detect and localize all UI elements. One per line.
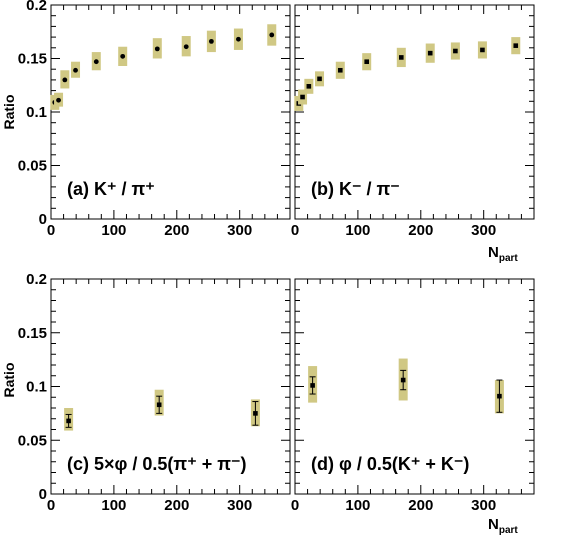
data-point [183,44,189,50]
data-point [120,53,126,59]
y-tick-label: 0.2 [26,0,47,14]
x-axis-label-top: Npart [488,244,518,264]
y-tick-label: 0.05 [18,432,47,449]
data-point [66,418,71,424]
data-point [154,46,160,52]
data-point [93,59,99,65]
data-point [306,84,312,89]
data-point [480,47,485,53]
panel-label: (a) K⁺ / π⁺ [67,179,155,199]
data-point [513,43,519,48]
x-tick-label: 300 [471,222,496,239]
panel-label: (c) 5×φ / 0.5(π⁺ + π⁻) [67,454,247,474]
data-point [427,50,433,56]
x-tick-label: 100 [345,222,370,239]
data-point [453,48,458,54]
x-axis-label-main: N [488,244,499,261]
x-axis-label-bottom: Npart [488,516,518,536]
x-tick-label: 200 [164,222,189,239]
data-point [56,97,61,103]
x-tick-label: 0 [291,222,299,239]
data-point [400,377,406,383]
x-axis-label-sub: part [499,525,519,536]
y-tick-label: 0.15 [18,51,47,68]
data-point [269,32,275,38]
x-tick-label: 0 [291,497,299,514]
data-point [337,67,343,73]
panel-a-kplus-piplus: 0 100 200 300 0 0.05 0.1 0.15 0.2 (a) K⁺ / π⁺ [18,0,291,239]
panel-label: (b) K⁻ / π⁻ [311,179,400,199]
y-tick-label: 0.05 [18,158,47,175]
data-point [364,59,369,65]
x-tick-label: 300 [471,497,496,514]
y-tick-label: 0 [39,486,47,503]
panel-c-phi-pi: 0 100 200 300 0 0.05 0.1 0.15 0.2 (c) 5×φ / 0.5(π… [18,271,291,514]
data-point [62,77,68,83]
y-tick-label: 0.1 [26,104,47,121]
x-tick-label: 300 [227,497,252,514]
data-point [73,67,78,73]
data-point [253,411,258,416]
data-point [156,402,162,408]
y-tick-label: 0.1 [26,379,47,396]
y-tick-label: 0.2 [26,271,47,288]
panel-b-kminus-piminus: 0 100 200 300 (b) K⁻ / π⁻ [291,4,535,239]
data-point [317,76,322,82]
x-tick-label: 100 [101,222,126,239]
data-point [208,38,214,44]
y-axis-label-top: Ratio [1,95,17,130]
x-tick-label: 200 [164,497,189,514]
data-point [300,94,305,100]
y-tick-label: 0.15 [18,325,47,342]
data-point [497,393,502,399]
data-point [236,36,241,42]
y-tick-label: 0 [39,211,47,228]
x-tick-label: 100 [345,497,370,514]
x-tick-label: 200 [408,222,433,239]
panel-label: (d) φ / 0.5(K⁺ + K⁻) [311,454,469,474]
x-axis-label-sub: part [499,253,519,264]
x-tick-label: 300 [227,222,252,239]
x-tick-label: 100 [101,497,126,514]
y-axis-label-bottom: Ratio [1,363,17,398]
x-tick-label: 200 [408,497,433,514]
panel-d-phi-k: 0 100 200 300 (d) φ / 0.5(K⁺ + K⁻) [291,278,535,514]
x-tick-label: 0 [47,497,55,514]
x-axis-label-main: N [488,516,499,533]
data-point [398,55,404,60]
x-tick-label: 0 [47,222,55,239]
data-point [310,383,315,388]
